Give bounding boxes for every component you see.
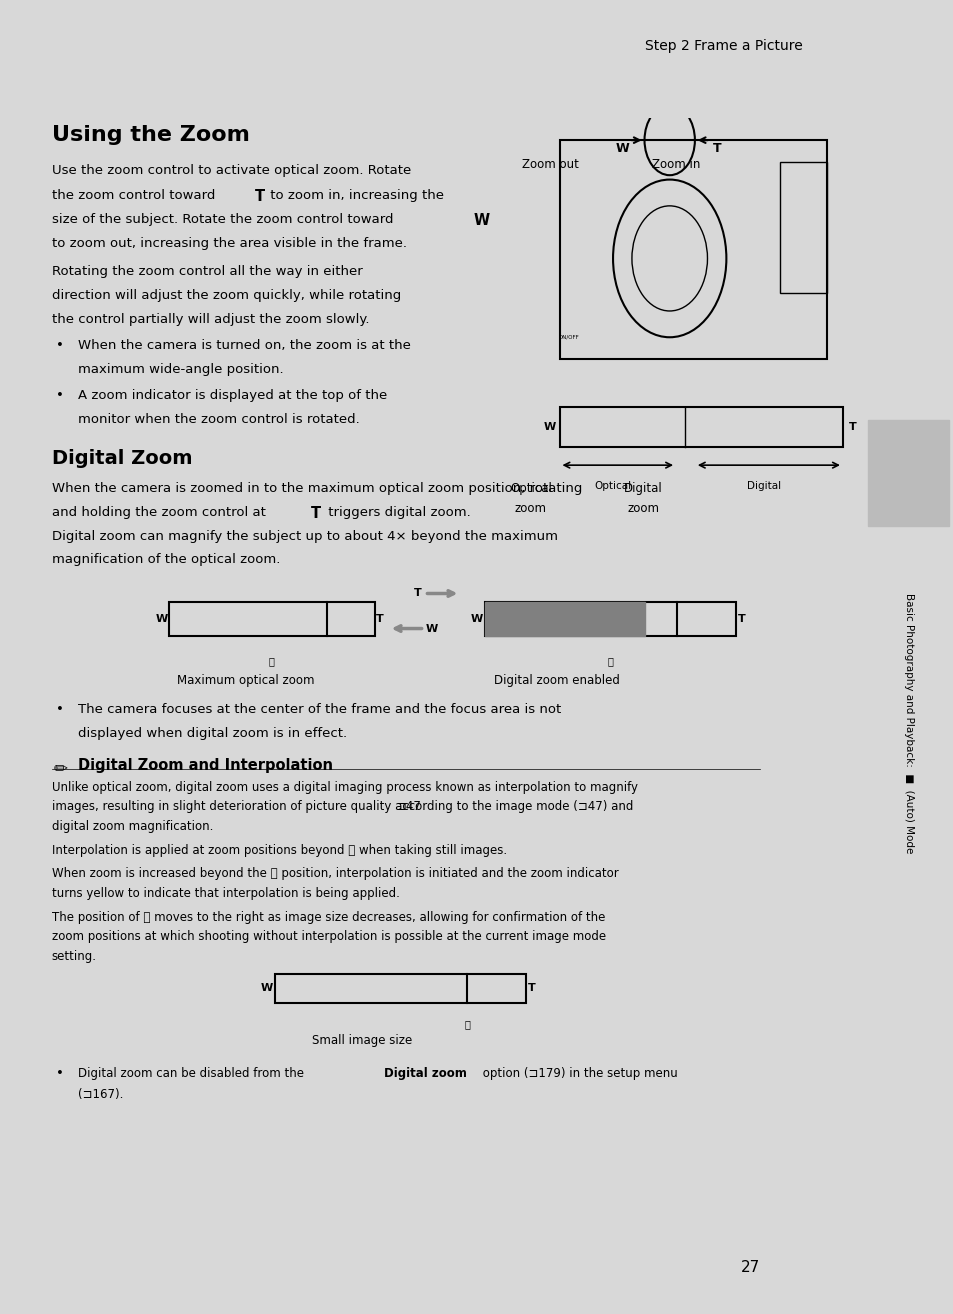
Text: W: W	[425, 624, 437, 633]
Text: The position of ⛰ moves to the right as image size decreases, allowing for confi: The position of ⛰ moves to the right as …	[51, 911, 604, 924]
Text: 27: 27	[740, 1260, 759, 1275]
Bar	[169, 602, 375, 636]
Text: direction will adjust the zoom quickly, while rotating: direction will adjust the zoom quickly, …	[51, 289, 400, 302]
Text: W: W	[261, 983, 273, 993]
Text: T: T	[847, 422, 855, 432]
Text: When the camera is turned on, the zoom is at the: When the camera is turned on, the zoom i…	[77, 339, 410, 352]
Text: T: T	[375, 614, 383, 624]
Text: W: W	[473, 213, 489, 227]
Text: W: W	[156, 614, 168, 624]
Text: and holding the zoom control at: and holding the zoom control at	[51, 506, 270, 519]
Text: •: •	[56, 703, 64, 716]
Text: T: T	[413, 589, 421, 598]
Text: (⊐167).: (⊐167).	[77, 1088, 123, 1101]
Text: Small image size: Small image size	[313, 1034, 413, 1047]
Bar	[558, 407, 841, 447]
Text: W: W	[543, 422, 556, 432]
Text: Zoom in: Zoom in	[651, 158, 700, 171]
Text: the control partially will adjust the zoom slowly.: the control partially will adjust the zo…	[51, 313, 369, 326]
Text: T: T	[737, 614, 744, 624]
Text: zoom: zoom	[515, 502, 546, 515]
Text: Interpolation is applied at zoom positions beyond ⛰ when taking still images.: Interpolation is applied at zoom positio…	[51, 844, 506, 857]
Text: maximum wide-angle position.: maximum wide-angle position.	[77, 363, 283, 376]
Text: •: •	[56, 389, 64, 402]
Text: Rotating the zoom control all the way in either: Rotating the zoom control all the way in…	[51, 265, 362, 279]
Text: Use the zoom control to activate optical zoom. Rotate: Use the zoom control to activate optical…	[51, 164, 411, 177]
Text: T: T	[254, 189, 265, 204]
Text: Digital zoom can be disabled from the: Digital zoom can be disabled from the	[77, 1067, 307, 1080]
Text: Digital zoom: Digital zoom	[384, 1067, 467, 1080]
Text: zoom: zoom	[626, 502, 659, 515]
Text: Digital Zoom and Interpolation: Digital Zoom and Interpolation	[77, 758, 333, 773]
Text: setting.: setting.	[51, 950, 96, 963]
Text: magnification of the optical zoom.: magnification of the optical zoom.	[51, 553, 280, 566]
Text: Digital: Digital	[746, 481, 781, 491]
Text: Digital zoom can magnify the subject up to about 4× beyond the maximum: Digital zoom can magnify the subject up …	[51, 530, 558, 543]
Text: monitor when the zoom control is rotated.: monitor when the zoom control is rotated…	[77, 413, 359, 426]
Text: to zoom out, increasing the area visible in the frame.: to zoom out, increasing the area visible…	[51, 237, 406, 250]
Text: ON/OFF: ON/OFF	[558, 335, 578, 340]
Text: •: •	[56, 1067, 64, 1080]
Text: Zoom out: Zoom out	[522, 158, 578, 171]
Bar	[484, 602, 644, 636]
Text: ⛰: ⛰	[607, 657, 613, 666]
Bar	[0, 0, 862, 92]
Text: images, resulting in slight deterioration of picture quality according to the im: images, resulting in slight deterioratio…	[51, 800, 633, 813]
Text: T: T	[311, 506, 320, 520]
Text: turns yellow to indicate that interpolation is being applied.: turns yellow to indicate that interpolat…	[51, 887, 399, 900]
Bar	[274, 974, 526, 1003]
Text: Digital Zoom: Digital Zoom	[51, 449, 193, 468]
Text: ⊐47: ⊐47	[396, 800, 421, 813]
Text: T: T	[712, 142, 720, 155]
Text: The camera focuses at the center of the frame and the focus area is not: The camera focuses at the center of the …	[77, 703, 560, 716]
Text: the zoom control toward: the zoom control toward	[51, 189, 219, 202]
Text: ⛰: ⛰	[464, 1020, 470, 1029]
Bar	[779, 162, 826, 293]
Text: Basic Photography and Playback:  ■  (Auto) Mode: Basic Photography and Playback: ■ (Auto)…	[902, 593, 913, 853]
Text: T: T	[527, 983, 535, 993]
Text: size of the subject. Rotate the zoom control toward: size of the subject. Rotate the zoom con…	[51, 213, 397, 226]
Bar	[867, 420, 948, 526]
Bar	[558, 141, 826, 359]
Text: When zoom is increased beyond the ⛰ position, interpolation is initiated and the: When zoom is increased beyond the ⛰ posi…	[51, 867, 618, 880]
Text: Step 2 Frame a Picture: Step 2 Frame a Picture	[644, 39, 802, 53]
Text: Maximum optical zoom: Maximum optical zoom	[177, 674, 314, 687]
Text: A zoom indicator is displayed at the top of the: A zoom indicator is displayed at the top…	[77, 389, 387, 402]
Text: zoom positions at which shooting without interpolation is possible at the curren: zoom positions at which shooting without…	[51, 930, 605, 943]
Text: Using the Zoom: Using the Zoom	[51, 125, 250, 145]
Text: Digital zoom enabled: Digital zoom enabled	[494, 674, 619, 687]
Bar	[484, 602, 736, 636]
Text: to zoom in, increasing the: to zoom in, increasing the	[266, 189, 443, 202]
Text: option (⊐179) in the setup menu: option (⊐179) in the setup menu	[478, 1067, 678, 1080]
Text: Digital: Digital	[623, 482, 662, 495]
Text: W: W	[471, 614, 482, 624]
Text: ✏: ✏	[53, 759, 68, 778]
Text: ⛰: ⛰	[269, 657, 274, 666]
Text: displayed when digital zoom is in effect.: displayed when digital zoom is in effect…	[77, 727, 347, 740]
Text: •: •	[56, 339, 64, 352]
Text: Optical: Optical	[594, 481, 631, 491]
Text: triggers digital zoom.: triggers digital zoom.	[323, 506, 470, 519]
Text: Unlike optical zoom, digital zoom uses a digital imaging process known as interp: Unlike optical zoom, digital zoom uses a…	[51, 781, 638, 794]
Text: When the camera is zoomed in to the maximum optical zoom position, rotating: When the camera is zoomed in to the maxi…	[51, 482, 581, 495]
Text: Optical: Optical	[510, 482, 552, 495]
Text: digital zoom magnification.: digital zoom magnification.	[51, 820, 213, 833]
Text: W: W	[615, 142, 629, 155]
